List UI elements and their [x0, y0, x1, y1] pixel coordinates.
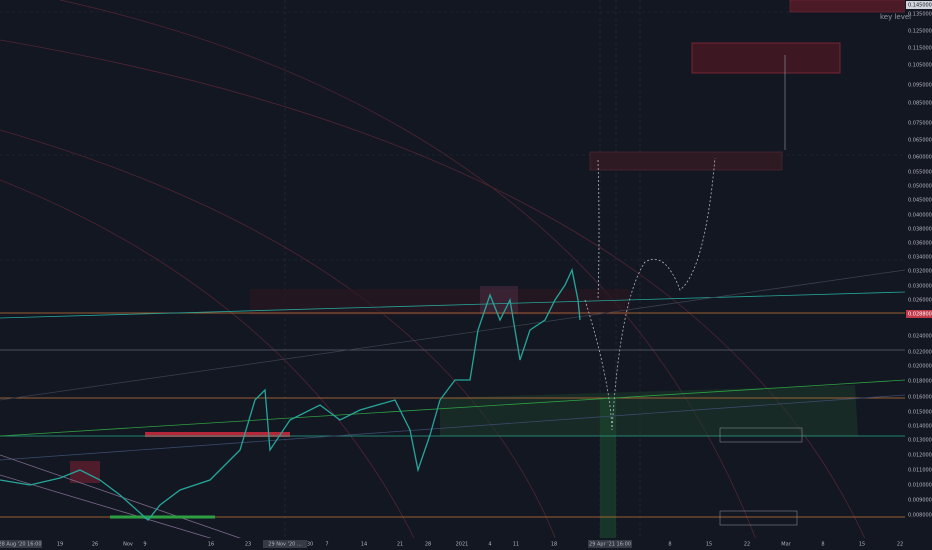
grid [0, 0, 905, 540]
price-tick-label: 0.020000 [908, 364, 932, 370]
price-tick-label: 0.024000 [908, 334, 932, 340]
time-tick-label: 26 [92, 542, 98, 548]
price-tick-label: 0.026000 [908, 298, 932, 304]
time-tick-label: 4 [488, 542, 491, 548]
price-tick-label: 0.095000 [908, 83, 932, 89]
time-tick-label: 2021 [456, 542, 469, 548]
price-tick-label: 0.145000 [908, 3, 932, 9]
time-tick-label: 22 [744, 542, 750, 548]
zone [480, 286, 518, 314]
target-zone [589, 151, 783, 171]
time-tick-label: 19 [57, 542, 63, 548]
price-tick-label: 0.034000 [908, 255, 932, 261]
time-tick-label: 21 [397, 542, 403, 548]
price-tick-label: 0.075000 [908, 121, 932, 127]
projection [584, 157, 716, 431]
price-tick-label: 0.011000 [908, 468, 932, 474]
time-tick-label: 30 [307, 542, 313, 548]
time-tick-label: 8 [668, 542, 671, 548]
time-tick-label: 9 [143, 542, 146, 548]
time-tick-label: 29 Nov '20 ... [268, 542, 302, 548]
price-tick-label: 0.115000 [908, 46, 932, 52]
price-tick-label: 0.013000 [908, 438, 932, 444]
time-tick-label: 29 Apr '21 16:00 [589, 542, 631, 548]
price-tick-label: 0.028800 [908, 312, 932, 318]
price-tick-label: 0.085000 [908, 101, 932, 107]
price-tick-label: 0.018000 [908, 379, 932, 385]
red-bar [145, 432, 290, 437]
price-tick-label: 0.010000 [908, 483, 932, 489]
time-highlight [263, 540, 307, 548]
zone [250, 289, 630, 315]
time-tick-label: 28 Aug '20 16:00 [0, 542, 42, 548]
price-tick-label: 0.014000 [908, 424, 932, 430]
price-tick-label: 0.038000 [908, 227, 932, 233]
time-tick-label: 28 [425, 542, 431, 548]
price-labels: 0.145000 0.135000 0.125000 0.115000 0.105000… [906, 1, 932, 519]
price-tick-label: 0.030000 [908, 284, 932, 290]
price-tick-label: 0.055000 [908, 170, 932, 176]
price-tick-label: 0.065000 [908, 138, 932, 144]
price-path [0, 267, 581, 521]
price-tick-label: 0.015000 [908, 410, 932, 416]
price-tick-label: 0.036000 [908, 241, 932, 247]
time-tick-label: Mar [781, 542, 791, 548]
zone [789, 0, 932, 13]
price-tick-label: 0.105000 [908, 63, 932, 69]
price-tick-label: 0.008000 [908, 513, 932, 519]
time-highlight [588, 540, 632, 548]
time-tick-label: 22 [897, 542, 903, 548]
time-tick-label: Nov [123, 542, 133, 548]
time-tick-label: 14 [361, 542, 367, 548]
price-tick-label: 0.040000 [908, 213, 932, 219]
price-tick-label: 0.125000 [908, 29, 932, 35]
time-tick-label: 18 [551, 542, 557, 548]
price-tick-label: 0.016000 [908, 395, 932, 401]
price-tick-label: 0.012000 [908, 453, 932, 459]
time-tick-label: 23 [245, 542, 251, 548]
time-tick-label: 15 [859, 542, 865, 548]
price-tick-label: 0.050000 [908, 184, 932, 190]
price-tick-label: 0.045000 [908, 198, 932, 204]
price-highlight [906, 1, 932, 9]
price-axis [905, 0, 932, 550]
time-tick-label: 8 [821, 542, 824, 548]
lines [0, 269, 906, 550]
time-highlight [0, 540, 42, 548]
key-level-label: key level [880, 13, 911, 21]
time-tick-label: 15 [706, 542, 712, 548]
time-tick-label: 16 [208, 542, 214, 548]
box [719, 427, 803, 443]
price-tick-label: 0.009000 [908, 498, 932, 504]
price-highlight [906, 310, 932, 318]
green-zone [600, 398, 616, 538]
box [719, 510, 798, 526]
time-axis [0, 538, 932, 550]
time-labels: 28 Aug '20 16:00 19 26 Nov 9 16 23 29 Nov '20 .… [0, 540, 903, 548]
target-zone [691, 42, 841, 74]
time-tick-label: 11 [513, 542, 519, 548]
price-tick-label: 0.022000 [908, 350, 932, 356]
price-tick-label: 0.135000 [908, 12, 932, 18]
price-tick-label: 0.032000 [908, 269, 932, 275]
price-tick-label: 0.060000 [908, 155, 932, 161]
time-tick-label: 7 [325, 542, 328, 548]
